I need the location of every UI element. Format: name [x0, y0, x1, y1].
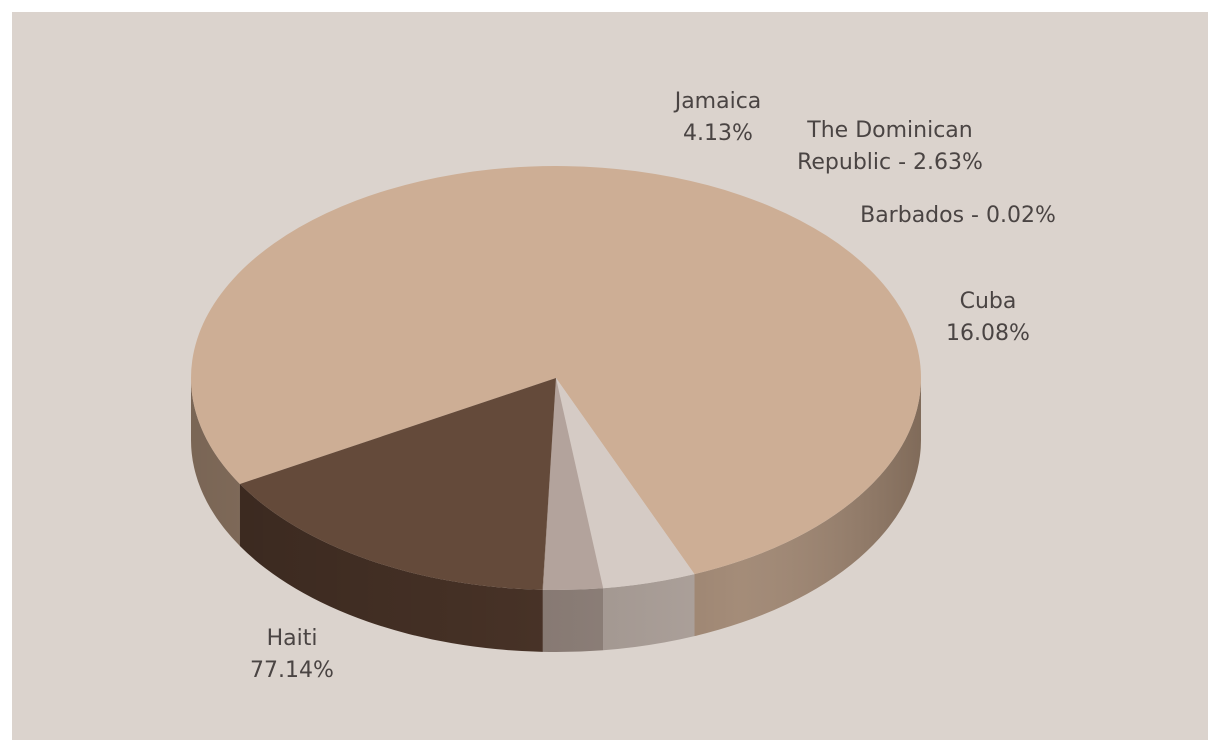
pie-side [191, 378, 921, 652]
label-jamaica: Jamaica 4.13% [673, 89, 762, 146]
pie-slice-the-dominican-republic [543, 378, 604, 590]
pie-labels: Haiti 77.14% Jamaica 4.13% The Dominican Repu… [250, 89, 1056, 683]
label-the-dominican-republic: The Dominican Republic - 2.63% [797, 118, 983, 175]
pie-slice-haiti [191, 166, 921, 575]
pie-slice-barbados [542, 378, 556, 590]
pie-top [191, 166, 921, 590]
pie-side-shading [191, 378, 921, 652]
label-haiti: Haiti 77.14% [250, 626, 334, 683]
pie-slice-cuba [239, 378, 556, 590]
label-cuba: Cuba 16.08% [946, 289, 1030, 346]
label-barbados: Barbados - 0.02% [860, 203, 1056, 228]
pie-slice-jamaica [556, 378, 695, 589]
